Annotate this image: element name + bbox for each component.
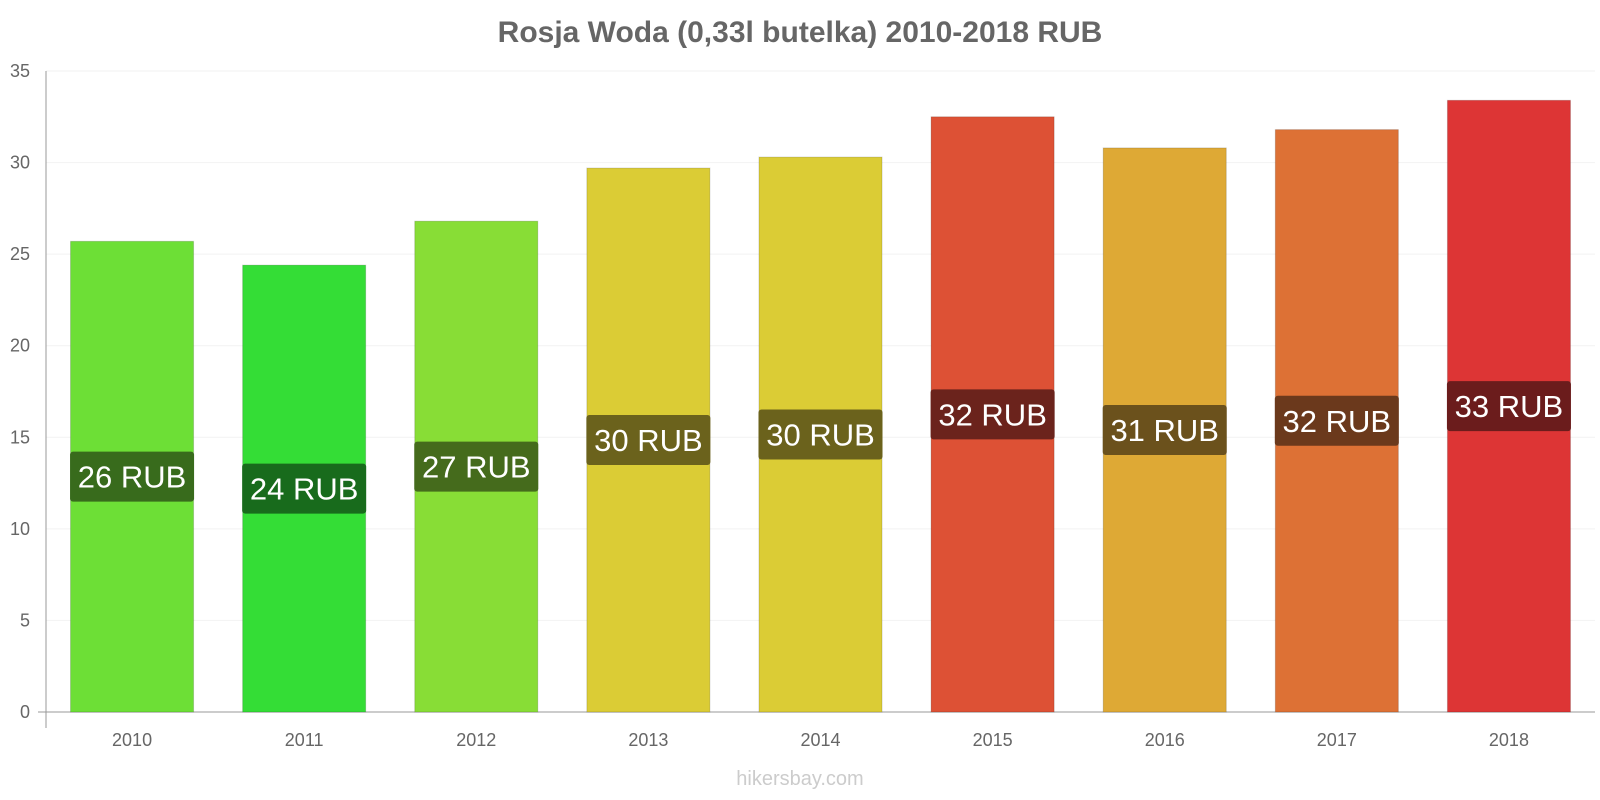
data-label: 30 RUB [766,418,875,453]
data-label: 32 RUB [938,397,1047,432]
y-tick-label: 10 [10,519,30,539]
watermark: hikersbay.com [736,768,864,790]
data-label: 24 RUB [250,472,359,507]
y-tick-label: 25 [10,244,30,264]
y-tick-label: 20 [10,336,30,356]
y-tick-label: 30 [10,153,30,173]
data-label-box [242,463,367,514]
chart-title: Rosja Woda (0,33l butelka) 2010-2018 RUB [497,16,1103,49]
data-label: 26 RUB [78,460,187,495]
x-tick-label: 2016 [1145,730,1185,750]
data-label: 33 RUB [1455,389,1564,424]
data-labels: 26 RUB 24 RUB 27 RUB 30 RUB 30 RUB 32 RUB 31 R… [70,381,1571,514]
data-label-box [758,409,883,460]
x-tick-label: 2017 [1317,730,1357,750]
x-tick-label: 2011 [285,730,324,750]
x-tick-label: 2014 [800,730,840,750]
data-label-box [1446,381,1571,432]
x-tick-label: 2012 [456,730,496,750]
data-label-box [1102,404,1227,455]
y-tick-label: 5 [20,610,30,630]
x-tick-label: 2013 [628,730,668,750]
x-tick-label: 2018 [1489,730,1529,750]
data-label-box [930,389,1055,440]
y-tick-label: 0 [20,702,30,722]
data-label-box [586,415,711,466]
data-label-box [1274,395,1399,446]
x-tick-label: 2010 [112,730,152,750]
y-tick-label: 35 [10,61,30,81]
data-label: 31 RUB [1110,413,1219,448]
data-label-box [414,441,539,492]
x-tick-label: 2015 [973,730,1013,750]
data-label: 27 RUB [422,450,531,485]
y-tick-label: 15 [10,427,30,447]
data-label-box [70,451,195,502]
data-label: 30 RUB [594,423,703,458]
data-label: 32 RUB [1283,404,1392,439]
